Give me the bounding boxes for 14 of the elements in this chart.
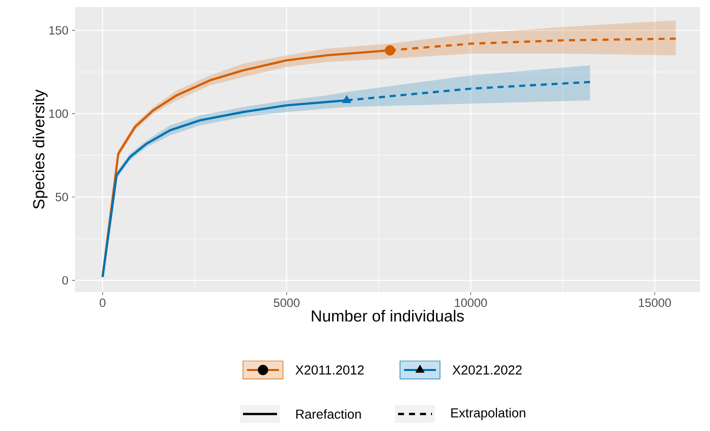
y-tick-label: 0	[62, 276, 68, 285]
x-tick-label: 15000	[638, 298, 671, 308]
y-tick-label: 50	[56, 192, 68, 202]
legend-label: X2021.2022	[452, 365, 522, 375]
x-tick-label: 5000	[274, 298, 300, 308]
text: Extrapolation	[451, 408, 526, 420]
y-tick-label: 100	[49, 109, 68, 118]
y-axis-title: Species diversity	[32, 90, 48, 209]
y-tick-label: 150	[49, 26, 68, 35]
x-tick-label: 10000	[454, 298, 487, 308]
x-axis-title: Number of individuals	[312, 310, 464, 322]
x-tick-label: 0	[100, 298, 106, 308]
text: Rarefaction	[296, 409, 361, 419]
legend-label: X2011.2012	[296, 365, 364, 375]
